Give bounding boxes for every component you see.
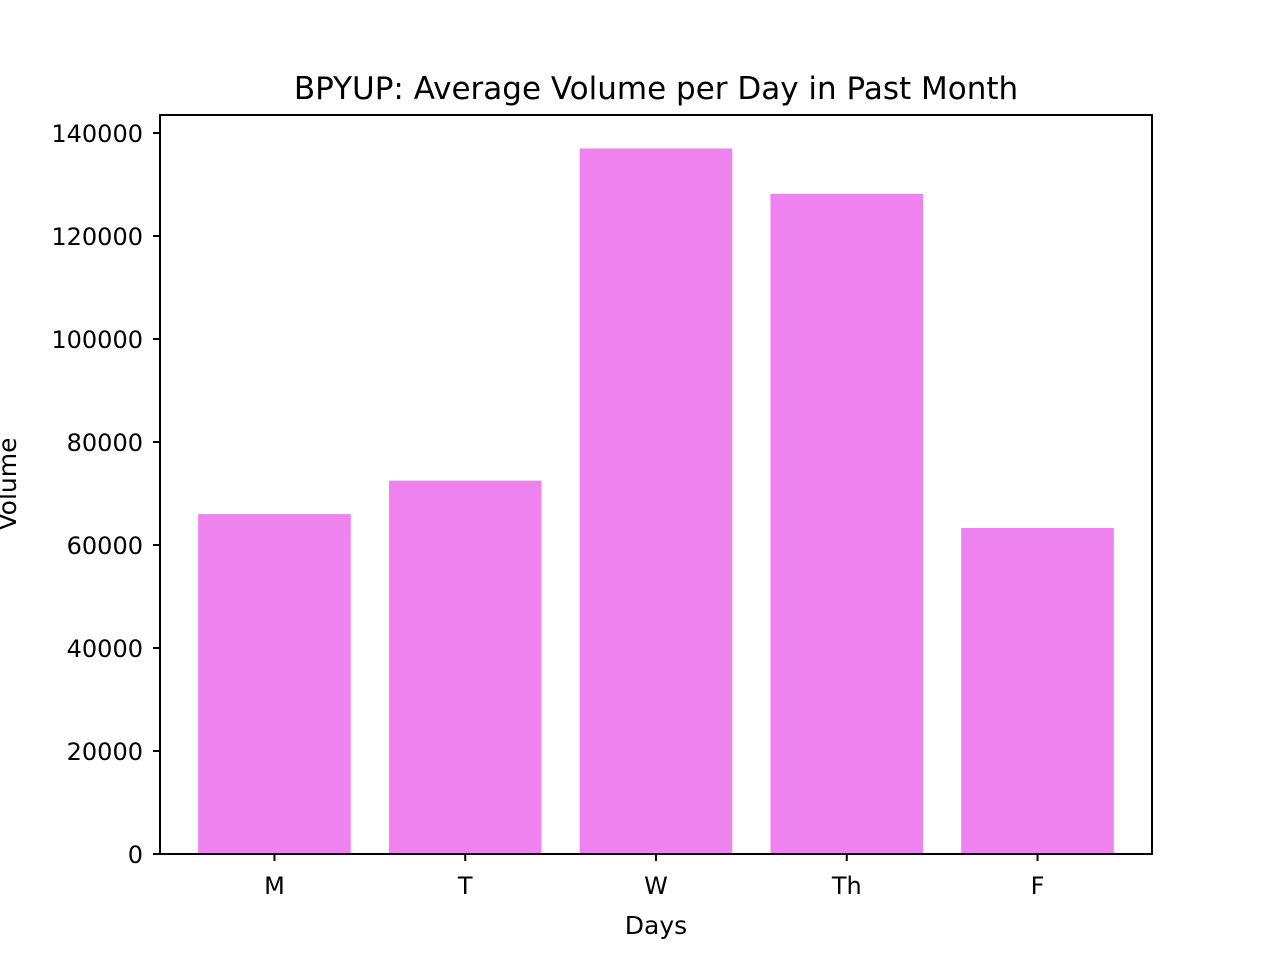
x-tick-label: Th (831, 872, 862, 900)
y-tick-label: 20000 (67, 738, 143, 766)
bar-w (579, 148, 733, 855)
y-tick-label: 40000 (67, 635, 143, 663)
y-tick-label: 60000 (67, 532, 143, 560)
x-tick-label: T (457, 872, 473, 900)
y-axis-label: Volume (0, 438, 22, 531)
x-tick-label: M (264, 872, 285, 900)
x-axis-label: Days (625, 911, 687, 940)
y-tick-label: 100000 (51, 326, 143, 354)
y-tick-label: 80000 (67, 429, 143, 457)
chart-title: BPYUP: Average Volume per Day in Past Mo… (294, 71, 1018, 107)
y-tick-label: 0 (128, 841, 143, 869)
y-axis-ticks: 0 20000 40000 60000 80000 100000 120000 140000 (51, 120, 160, 869)
bar-m (198, 514, 351, 854)
bar-f (961, 528, 1114, 854)
bars-group (198, 148, 1114, 855)
plot-area-frame (159, 114, 1153, 855)
x-axis-ticks: M T W Th F (264, 854, 1044, 900)
y-tick-label: 120000 (51, 223, 143, 251)
bar-th (770, 193, 924, 855)
y-tick-label: 140000 (51, 120, 143, 148)
bar-t (388, 480, 542, 854)
x-tick-label: F (1031, 872, 1045, 900)
x-tick-label: W (644, 872, 668, 900)
